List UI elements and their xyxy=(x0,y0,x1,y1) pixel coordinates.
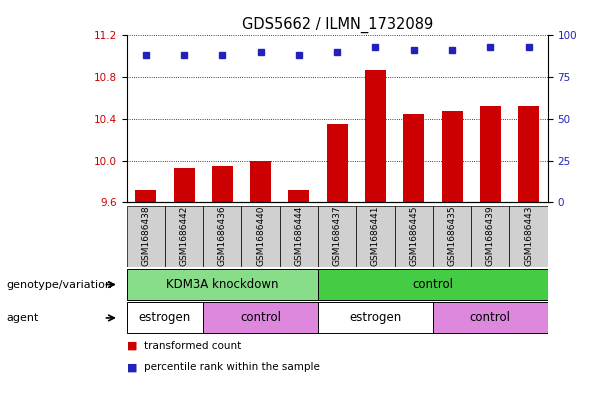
Text: percentile rank within the sample: percentile rank within the sample xyxy=(144,362,320,373)
Text: GSM1686440: GSM1686440 xyxy=(256,205,265,266)
Bar xyxy=(241,206,280,267)
Bar xyxy=(165,206,203,267)
Bar xyxy=(365,70,386,202)
Bar xyxy=(395,206,433,267)
Bar xyxy=(318,269,548,300)
Text: control: control xyxy=(412,278,454,291)
Text: GSM1686444: GSM1686444 xyxy=(294,206,303,266)
Text: GSM1686445: GSM1686445 xyxy=(409,205,418,266)
Bar xyxy=(442,110,462,202)
Bar xyxy=(327,124,348,202)
Bar xyxy=(471,206,509,267)
Bar xyxy=(127,303,203,333)
Bar xyxy=(203,206,241,267)
Bar xyxy=(433,206,471,267)
Bar xyxy=(403,114,424,202)
Bar xyxy=(212,166,233,202)
Bar xyxy=(127,269,318,300)
Bar xyxy=(509,206,548,267)
Text: estrogen: estrogen xyxy=(349,311,402,325)
Text: GSM1686435: GSM1686435 xyxy=(448,205,456,266)
Bar xyxy=(356,206,395,267)
Bar xyxy=(135,190,156,202)
Bar xyxy=(250,161,271,202)
Text: GSM1686438: GSM1686438 xyxy=(141,205,150,266)
Bar xyxy=(318,303,433,333)
Text: KDM3A knockdown: KDM3A knockdown xyxy=(166,278,279,291)
Bar xyxy=(203,303,318,333)
Text: genotype/variation: genotype/variation xyxy=(6,279,112,290)
Bar xyxy=(318,206,356,267)
Text: control: control xyxy=(240,311,281,325)
Bar xyxy=(518,107,539,202)
Text: GSM1686436: GSM1686436 xyxy=(218,205,227,266)
Text: GSM1686442: GSM1686442 xyxy=(180,206,188,266)
Text: ■: ■ xyxy=(127,362,137,373)
Bar xyxy=(174,168,194,202)
Text: agent: agent xyxy=(6,313,38,323)
Bar xyxy=(433,303,548,333)
Text: GSM1686437: GSM1686437 xyxy=(333,205,342,266)
Bar xyxy=(127,206,165,267)
Text: estrogen: estrogen xyxy=(139,311,191,325)
Text: GSM1686443: GSM1686443 xyxy=(524,205,533,266)
Bar xyxy=(280,206,318,267)
Text: GSM1686439: GSM1686439 xyxy=(486,205,495,266)
Bar xyxy=(480,107,501,202)
Title: GDS5662 / ILMN_1732089: GDS5662 / ILMN_1732089 xyxy=(241,17,433,33)
Text: GSM1686441: GSM1686441 xyxy=(371,205,380,266)
Text: control: control xyxy=(470,311,511,325)
Text: transformed count: transformed count xyxy=(144,341,241,351)
Text: ■: ■ xyxy=(127,341,137,351)
Bar xyxy=(289,190,309,202)
